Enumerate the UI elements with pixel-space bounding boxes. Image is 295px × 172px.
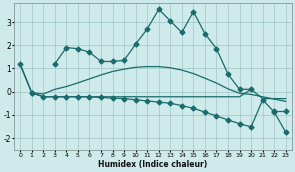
X-axis label: Humidex (Indice chaleur): Humidex (Indice chaleur) (98, 159, 208, 169)
